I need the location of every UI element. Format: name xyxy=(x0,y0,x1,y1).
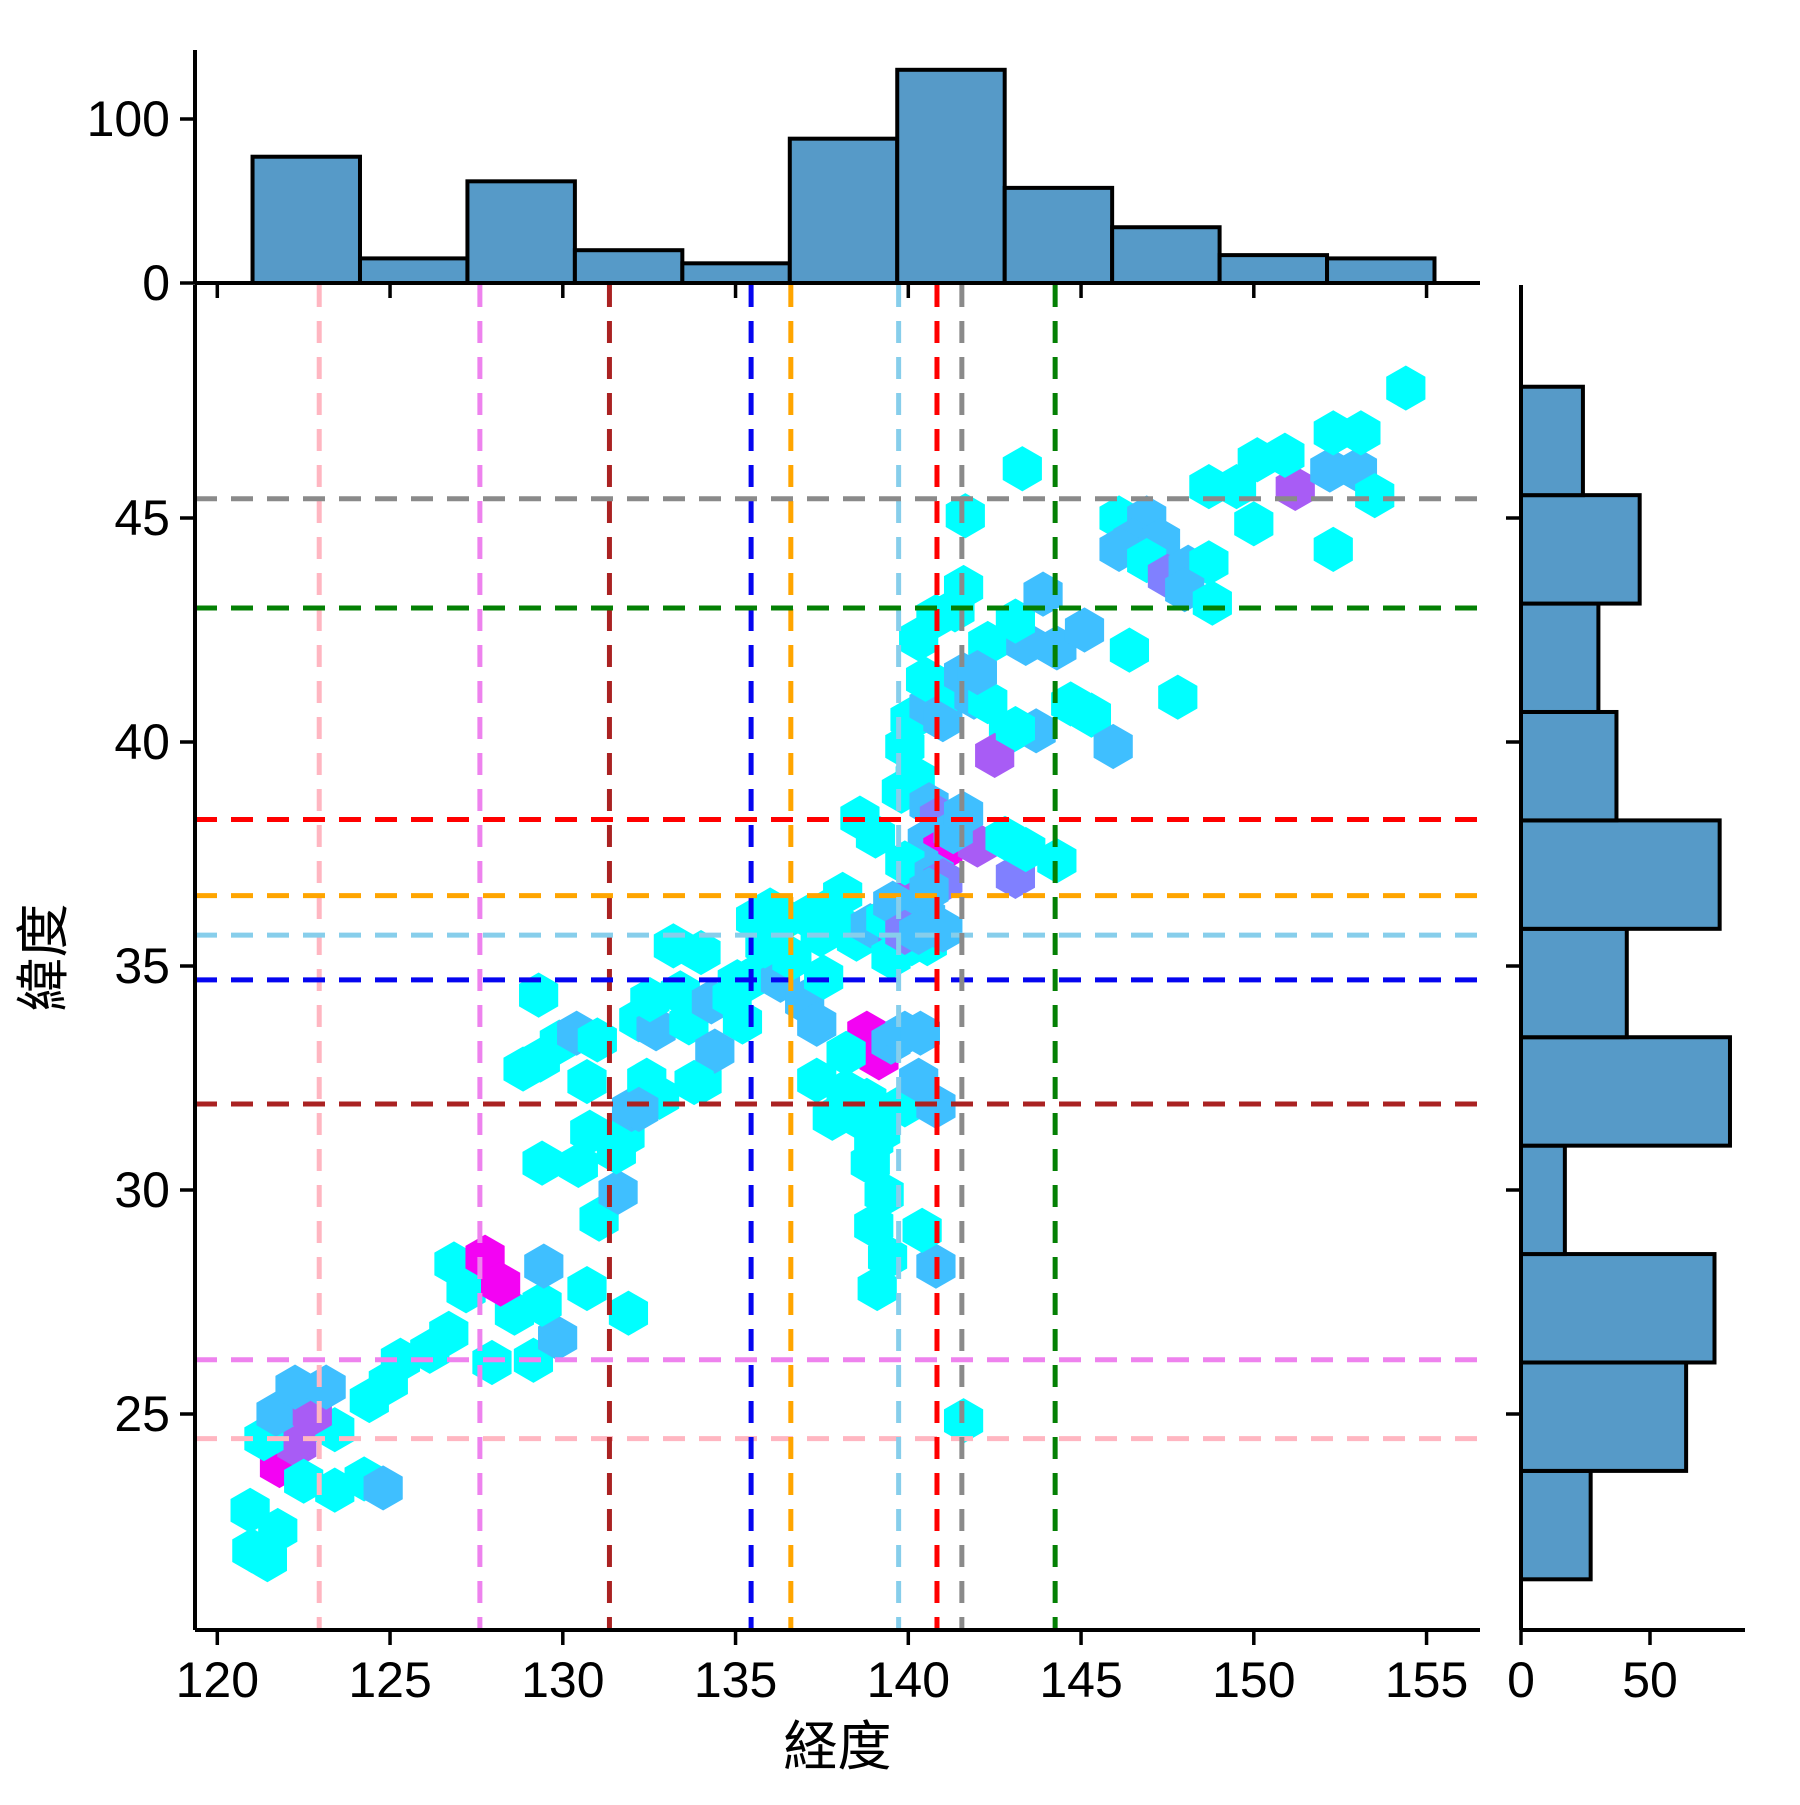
x-axis-title: 経度 xyxy=(784,1717,892,1777)
top-hist-bar xyxy=(572,248,685,285)
hexbin-cell xyxy=(1037,838,1077,884)
hexbin-cell xyxy=(797,1001,837,1047)
hexbin-cell xyxy=(567,1058,607,1105)
hexbin-cell xyxy=(1192,580,1232,626)
main-xtick-label: 125 xyxy=(348,1652,431,1708)
hexbin-cell xyxy=(1234,501,1274,547)
hexbin-cell xyxy=(823,871,863,917)
top-hist-bar xyxy=(1325,256,1437,285)
hexbin-cell xyxy=(695,1028,735,1074)
hexbin-cell xyxy=(429,1310,469,1356)
hexbin-cell xyxy=(277,1422,317,1468)
right-hist-bar xyxy=(1519,1035,1732,1148)
hexbin-cell xyxy=(619,1086,659,1132)
main-xtick-label: 120 xyxy=(176,1652,259,1708)
right-hist-bar xyxy=(1519,709,1619,823)
hexbin-cell xyxy=(902,1207,942,1253)
hexbin-cell xyxy=(1093,723,1133,770)
hexbin-cell xyxy=(284,1458,324,1504)
right-hist-bar xyxy=(1519,926,1629,1040)
right-hist-bar xyxy=(1519,601,1601,714)
hexbin-cell xyxy=(275,1364,315,1410)
top-hist-bar xyxy=(895,67,1007,285)
hexbin-cell xyxy=(1158,674,1198,720)
hexbin-cell xyxy=(899,616,939,662)
hexbin-cell xyxy=(804,954,844,1000)
right-hist-bar xyxy=(1519,1143,1567,1257)
hexbin-cell xyxy=(630,977,670,1023)
hexbin-cell xyxy=(1386,365,1426,411)
top-hist-bar xyxy=(680,261,792,286)
right-hist-bar xyxy=(1519,1360,1689,1473)
hexbin-cell xyxy=(900,1010,940,1056)
main-xtick-label: 155 xyxy=(1385,1652,1468,1708)
hexbin-cell xyxy=(1341,410,1381,456)
hexbin-cell xyxy=(826,1030,866,1076)
hexbin-cell xyxy=(519,972,559,1018)
hexbin-layer xyxy=(195,285,1480,1630)
hexbin-cell xyxy=(899,1057,939,1103)
right-hist-bar xyxy=(1519,818,1722,931)
right-hist-xtick-label: 50 xyxy=(1622,1652,1678,1708)
main-ytick-label: 30 xyxy=(114,1162,170,1218)
hexbin-cell xyxy=(957,649,997,696)
main-ytick-label: 40 xyxy=(114,714,170,770)
main-xtick-label: 135 xyxy=(694,1652,777,1708)
hexbin-cell xyxy=(522,1140,562,1186)
hexbin-cell xyxy=(1109,627,1150,673)
main-ytick-label: 25 xyxy=(114,1386,170,1442)
hexbin-cell xyxy=(945,493,985,539)
hexbin-cell xyxy=(1313,526,1353,572)
hexbin-cell xyxy=(857,1265,897,1312)
hexbin-cell xyxy=(306,1364,346,1410)
right-hist-bar xyxy=(1519,493,1642,606)
main-xtick-label: 140 xyxy=(867,1652,950,1708)
hexbin-cell xyxy=(1064,607,1105,653)
top-hist-bar xyxy=(1217,253,1330,285)
hexbin-cell xyxy=(363,1465,403,1511)
hexbin-cell xyxy=(446,1268,486,1314)
main-xtick-label: 130 xyxy=(521,1652,604,1708)
top-hist-ytick-label: 100 xyxy=(87,91,170,147)
hexbin-cell xyxy=(1355,473,1395,519)
hexbin-cell xyxy=(570,1109,610,1155)
top-hist-bar xyxy=(1002,185,1115,286)
main-xtick-label: 145 xyxy=(1039,1652,1122,1708)
hexbin-cell xyxy=(985,815,1025,861)
top-hist-bar xyxy=(465,179,577,286)
hexbin-cell xyxy=(674,1059,714,1106)
hexbin-cell xyxy=(899,909,939,955)
hexbin-cell xyxy=(1002,446,1042,492)
top-hist-bar xyxy=(787,136,900,285)
right-hist-bar xyxy=(1519,384,1585,498)
y-axis-title: 緯度 xyxy=(14,904,74,1012)
hexbin-cell xyxy=(681,929,721,976)
hexbin-cell xyxy=(1265,432,1305,478)
hexbin-cell xyxy=(567,1265,607,1312)
hexbin-cell xyxy=(538,1315,578,1361)
top-hist-bar xyxy=(357,256,470,285)
right-hist-bar xyxy=(1519,1252,1717,1365)
hexbin-cell xyxy=(943,791,984,837)
hexbin-cell xyxy=(481,1261,521,1307)
top-hist-ytick-label: 0 xyxy=(142,255,170,311)
hexbin-cell xyxy=(1051,681,1091,727)
right-hist-xtick-label: 0 xyxy=(1507,1652,1535,1708)
hexbin-cell xyxy=(522,1281,562,1327)
main-ytick-label: 35 xyxy=(114,938,170,994)
right-hist-bar xyxy=(1519,1468,1593,1582)
hexbin-cell xyxy=(524,1243,564,1289)
hexbin-cell xyxy=(608,1290,649,1336)
main-ytick-label: 45 xyxy=(114,490,170,546)
main-xtick-label: 150 xyxy=(1212,1652,1295,1708)
hexbin-cell xyxy=(258,1507,298,1554)
top-hist-bar xyxy=(250,154,362,285)
hexbin-cell xyxy=(1189,540,1229,586)
top-hist-bar xyxy=(1110,225,1222,286)
hexbin-cell xyxy=(503,1046,543,1092)
hexbin-cell xyxy=(995,705,1036,752)
hexbin-cell xyxy=(558,1142,598,1188)
